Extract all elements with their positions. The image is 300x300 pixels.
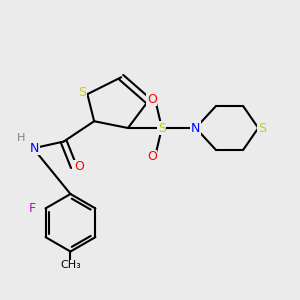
Text: F: F: [28, 202, 36, 215]
Text: O: O: [147, 150, 157, 163]
Text: O: O: [74, 160, 84, 173]
Text: O: O: [147, 93, 157, 106]
Text: N: N: [30, 142, 40, 155]
Text: S: S: [158, 122, 166, 134]
Text: CH₃: CH₃: [60, 260, 81, 270]
Text: N: N: [191, 122, 200, 134]
Text: S: S: [258, 122, 266, 134]
Text: S: S: [78, 86, 86, 99]
Text: H: H: [17, 133, 26, 143]
